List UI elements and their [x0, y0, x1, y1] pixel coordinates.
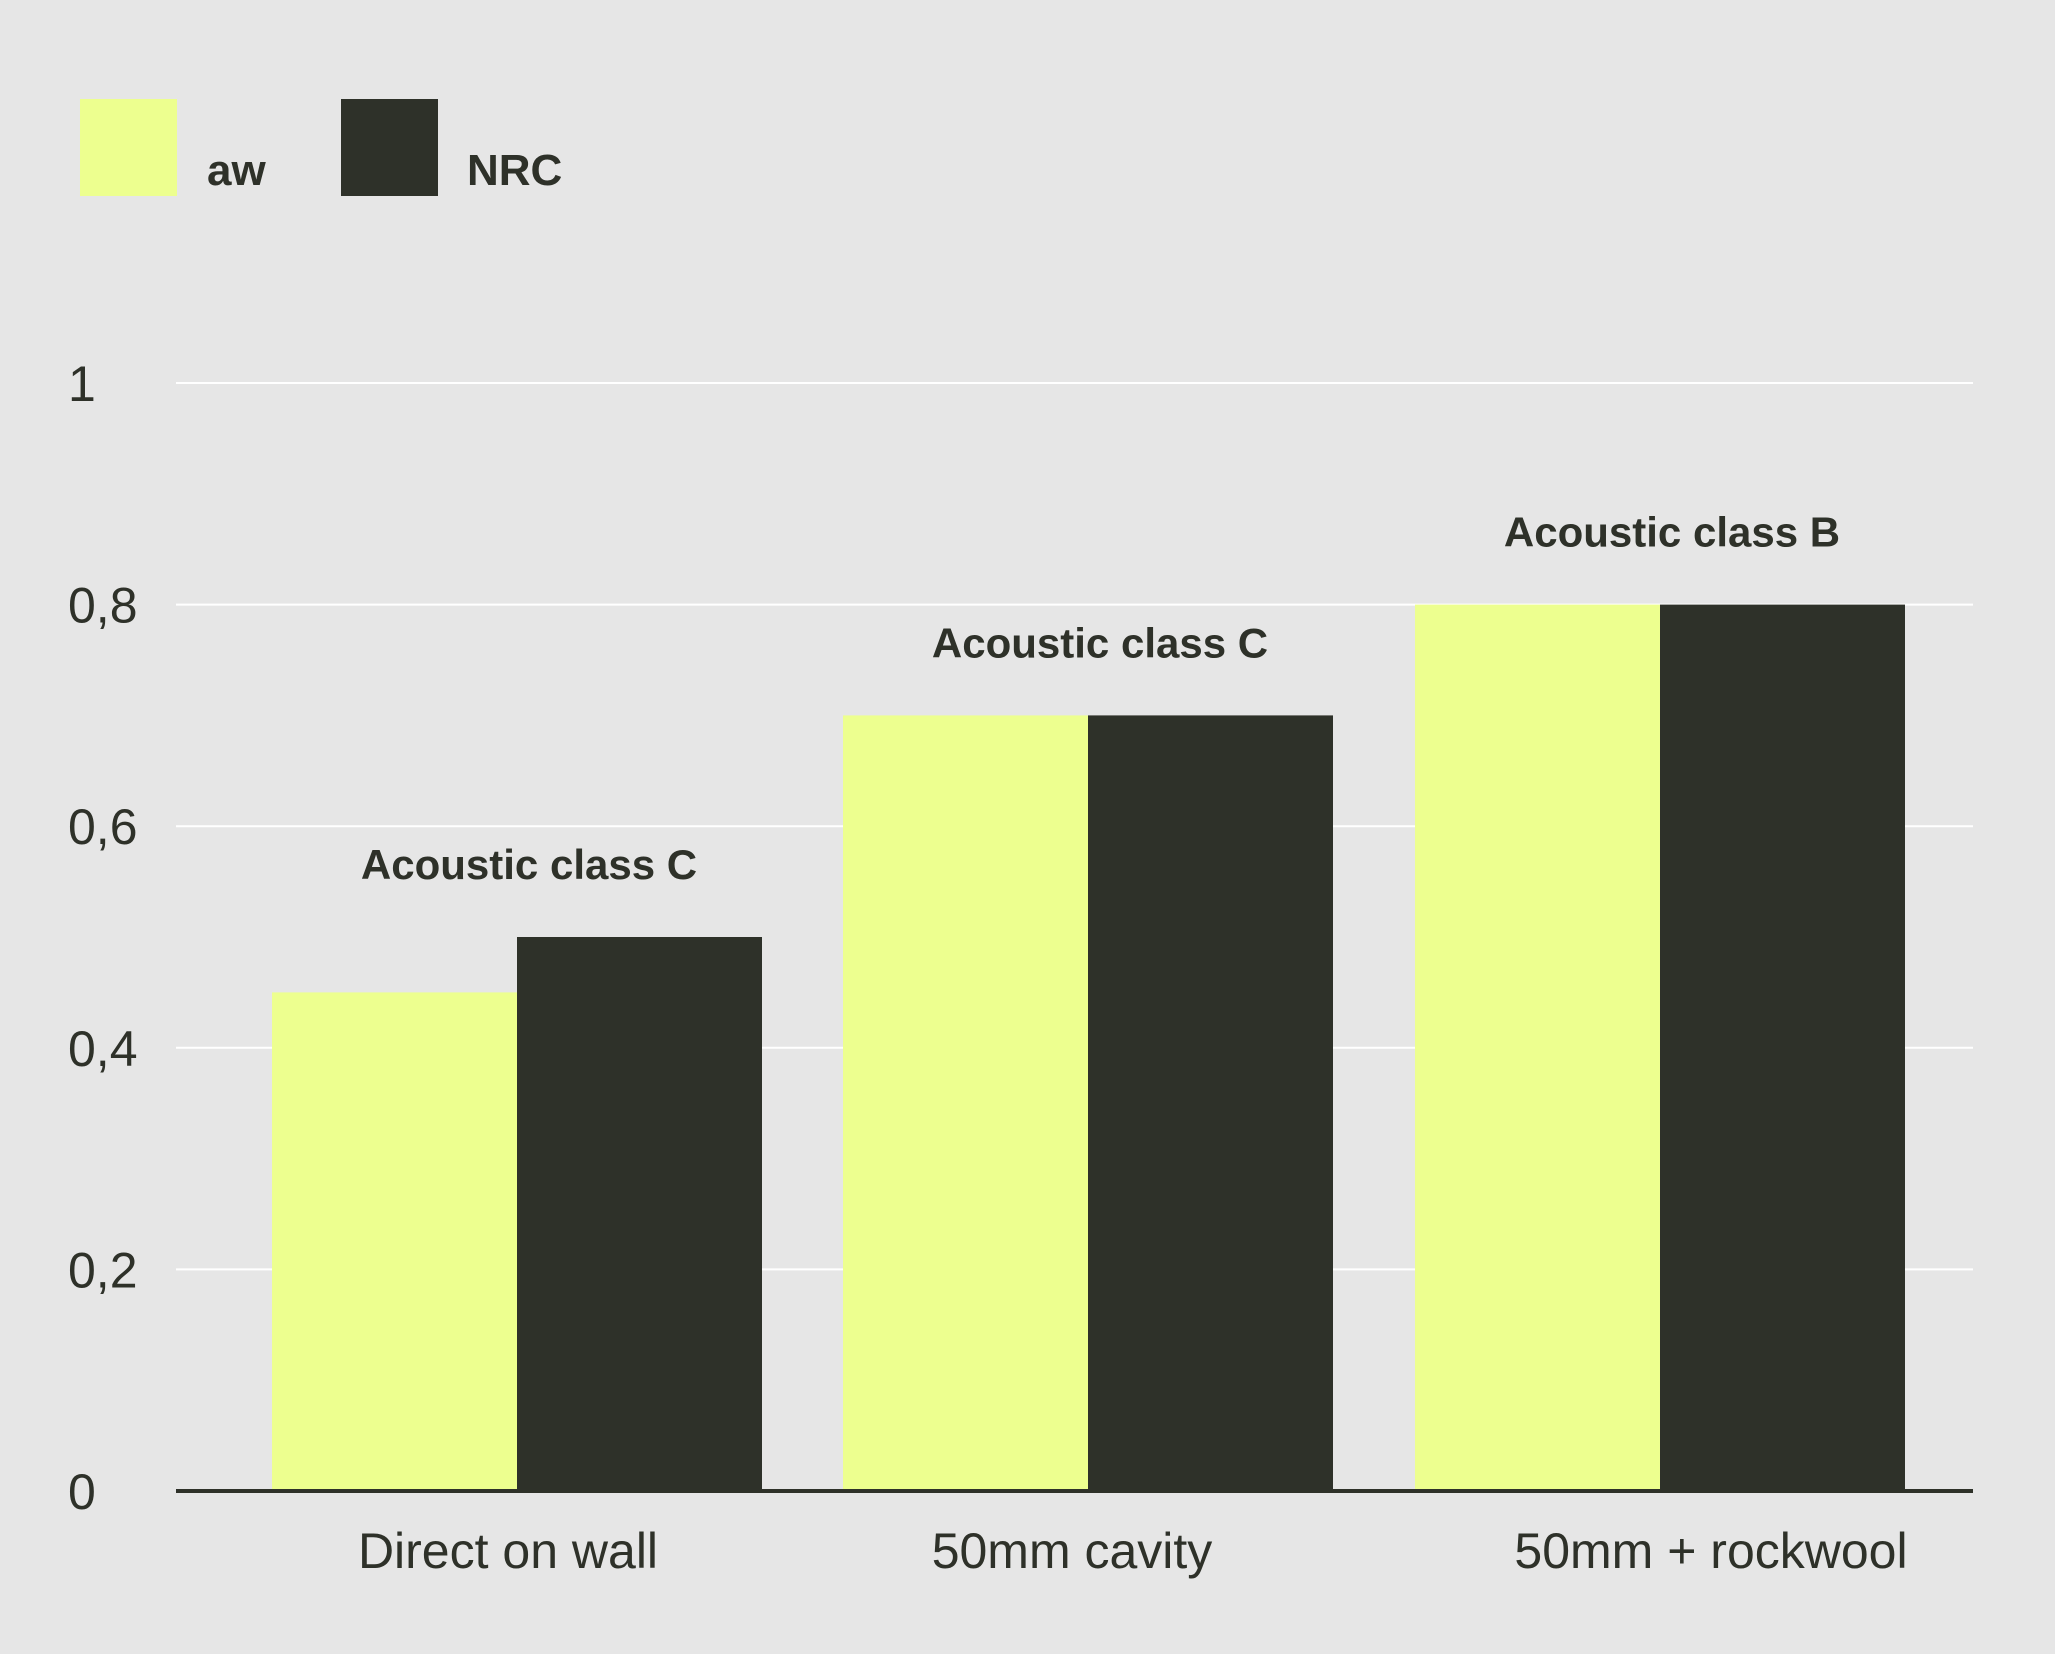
legend-label-aw: aw — [207, 146, 266, 195]
y-tick-label: 0 — [68, 1464, 96, 1520]
y-tick-label: 0,2 — [68, 1242, 138, 1298]
bar-nrc-1 — [517, 937, 762, 1491]
y-tick-label: 0,4 — [68, 1021, 138, 1077]
x-tick-label: Direct on wall — [358, 1523, 658, 1579]
bar-annotations: Acoustic class C Acoustic class C Acoustic… — [361, 509, 1840, 888]
bar-annotation: Acoustic class B — [1504, 509, 1840, 556]
x-tick-label: 50mm + rockwool — [1514, 1523, 1907, 1579]
legend: aw NRC — [80, 99, 562, 196]
y-tick-label: 0,6 — [68, 799, 138, 855]
y-axis-tick-labels: 0 0,2 0,4 0,6 0,8 1 — [68, 356, 138, 1520]
legend-swatch-aw — [80, 99, 177, 196]
y-tick-label: 1 — [68, 356, 96, 412]
bar-aw-3 — [1415, 604, 1660, 1491]
x-axis-tick-labels: Direct on wall 50mm cavity 50mm + rockwool — [358, 1523, 1908, 1579]
bar-nrc-3 — [1660, 604, 1905, 1491]
bar-aw-1 — [272, 992, 517, 1491]
y-tick-label: 0,8 — [68, 578, 138, 634]
legend-label-nrc: NRC — [467, 146, 562, 195]
bar-annotation: Acoustic class C — [932, 619, 1268, 666]
legend-swatch-nrc — [341, 99, 438, 196]
bar-nrc-2 — [1088, 715, 1333, 1491]
bars — [272, 604, 1905, 1491]
bar-annotation: Acoustic class C — [361, 841, 697, 888]
bar-aw-2 — [843, 715, 1088, 1491]
x-tick-label: 50mm cavity — [932, 1523, 1213, 1579]
